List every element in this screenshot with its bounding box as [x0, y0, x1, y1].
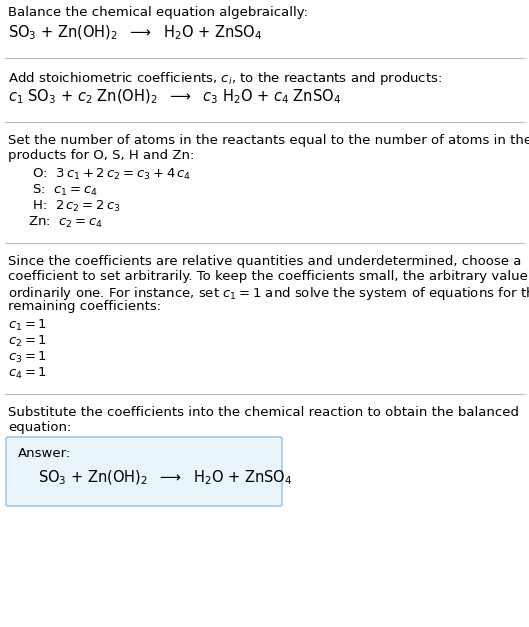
Text: equation:: equation: [8, 421, 71, 434]
Text: Balance the chemical equation algebraically:: Balance the chemical equation algebraica… [8, 6, 308, 19]
Text: O:  $3\,c_1 + 2\,c_2 = c_3 + 4\,c_4$: O: $3\,c_1 + 2\,c_2 = c_3 + 4\,c_4$ [28, 167, 191, 182]
Text: Answer:: Answer: [18, 447, 71, 460]
Text: Zn:  $c_2 = c_4$: Zn: $c_2 = c_4$ [28, 215, 103, 230]
Text: products for O, S, H and Zn:: products for O, S, H and Zn: [8, 149, 194, 162]
Text: remaining coefficients:: remaining coefficients: [8, 300, 161, 313]
Text: ordinarily one. For instance, set $c_1 = 1$ and solve the system of equations fo: ordinarily one. For instance, set $c_1 =… [8, 285, 529, 302]
Text: $\mathregular{SO_3}$ + $\mathregular{Zn(OH)_2}$  $\longrightarrow$  $\mathregula: $\mathregular{SO_3}$ + $\mathregular{Zn(… [8, 24, 262, 43]
Text: $\mathregular{SO_3}$ + $\mathregular{Zn(OH)_2}$  $\longrightarrow$  $\mathregula: $\mathregular{SO_3}$ + $\mathregular{Zn(… [38, 469, 293, 487]
Text: Set the number of atoms in the reactants equal to the number of atoms in the: Set the number of atoms in the reactants… [8, 134, 529, 147]
Text: Add stoichiometric coefficients, $c_i$, to the reactants and products:: Add stoichiometric coefficients, $c_i$, … [8, 70, 442, 87]
Text: $c_1$ $\mathregular{SO_3}$ + $c_2$ $\mathregular{Zn(OH)_2}$  $\longrightarrow$  : $c_1$ $\mathregular{SO_3}$ + $c_2$ $\mat… [8, 88, 341, 107]
Text: $c_4 = 1$: $c_4 = 1$ [8, 366, 47, 381]
Text: $c_2 = 1$: $c_2 = 1$ [8, 334, 47, 349]
FancyBboxPatch shape [6, 437, 282, 506]
Text: S:  $c_1 = c_4$: S: $c_1 = c_4$ [28, 183, 98, 198]
Text: Substitute the coefficients into the chemical reaction to obtain the balanced: Substitute the coefficients into the che… [8, 406, 519, 419]
Text: Since the coefficients are relative quantities and underdetermined, choose a: Since the coefficients are relative quan… [8, 255, 522, 268]
Text: coefficient to set arbitrarily. To keep the coefficients small, the arbitrary va: coefficient to set arbitrarily. To keep … [8, 270, 529, 283]
Text: $c_1 = 1$: $c_1 = 1$ [8, 318, 47, 333]
Text: $c_3 = 1$: $c_3 = 1$ [8, 350, 47, 365]
Text: H:  $2\,c_2 = 2\,c_3$: H: $2\,c_2 = 2\,c_3$ [28, 199, 121, 214]
